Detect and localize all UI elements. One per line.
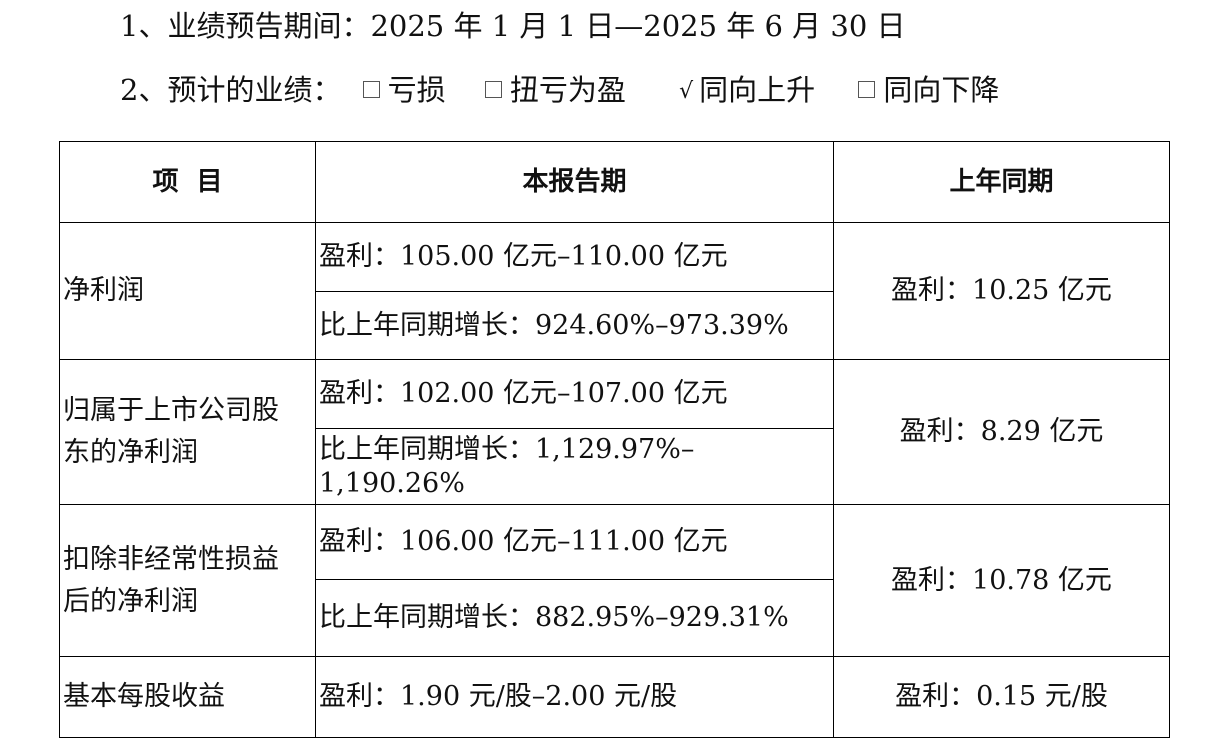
checkmark-icon: √ [679,79,694,104]
forecast-period-line: 1、业绩预告期间：2025 年 1 月 1 日—2025 年 6 月 30 日 [120,9,906,43]
option-label: 同向上升 [699,73,816,107]
table-row: 归属于上市公司股 东的净利润 盈利：102.00 亿元–107.00 亿元 盈利… [59,359,1170,505]
previous-period-cell: 盈利：10.25 亿元 [833,222,1170,360]
current-growth-cell: 比上年同期增长：924.60%–973.39% [315,291,834,360]
row-label-net-profit: 净利润 [59,222,316,360]
forecast-type-label: 2、预计的业绩： [120,73,342,107]
option-turnaround: 扭亏为盈 [484,70,626,110]
table-row: 比上年同期增长：1,129.97%–1,190.26% [60,428,1170,505]
table-row: 净利润 盈利：105.00 亿元–110.00 亿元 盈利：10.25 亿元 [59,222,1170,360]
table-row: 比上年同期增长：924.60%–973.39% [60,291,1170,360]
current-growth-cell: 比上年同期增长：1,129.97%–1,190.26% [315,428,834,505]
row-label-deducted-profit: 扣除非经常性损益 后的净利润 [59,504,316,657]
current-growth-cell: 比上年同期增长：882.95%–929.31% [315,579,834,657]
table-row: 扣除非经常性损益 后的净利润 盈利：106.00 亿元–111.00 亿元 盈利… [59,504,1170,657]
current-profit-cell: 盈利：106.00 亿元–111.00 亿元 [315,504,834,580]
option-loss: 亏损 [362,70,446,110]
option-label: 扭亏为盈 [509,73,626,107]
option-decrease: 同向下降 [858,70,999,110]
current-profit-cell: 盈利：105.00 亿元–110.00 亿元 [315,222,834,292]
previous-period-cell: 盈利：8.29 亿元 [833,359,1170,505]
checkbox-empty-icon [484,80,502,98]
row-label-line: 东的净利润 [63,437,198,468]
table-row: 比上年同期增长：882.95%–929.31% [60,579,1170,657]
option-label: 亏损 [387,73,446,107]
row-label-line: 后的净利润 [63,585,198,617]
header-current-period: 本报告期 [315,141,834,223]
previous-period-cell: 盈利：0.15 元/股 [833,656,1170,738]
checkbox-empty-icon [858,80,876,98]
header-previous-period: 上年同期 [833,141,1170,223]
table-row: 基本每股收益 盈利：1.90 元/股–2.00 元/股 盈利：0.15 元/股 [59,656,1170,738]
row-label-line: 扣除非经常性损益 [63,543,279,575]
header-item: 项 目 [59,141,316,223]
row-label-eps: 基本每股收益 [59,656,316,738]
earnings-forecast-table: 项 目 本报告期 上年同期 净利润 盈利：105.00 亿元–110.00 亿元… [59,141,1170,738]
row-label-line: 归属于上市公司股 [63,395,279,426]
option-label: 同向下降 [883,73,1000,107]
row-label-attributable-profit: 归属于上市公司股 东的净利润 [59,359,316,505]
current-profit-cell: 盈利：1.90 元/股–2.00 元/股 [315,656,834,738]
current-profit-cell: 盈利：102.00 亿元–107.00 亿元 [315,359,834,429]
forecast-type-line: 2、预计的业绩： 亏损 扭亏为盈 √ 同向上升 同向下降 [120,70,999,114]
previous-period-cell: 盈利：10.78 亿元 [833,504,1170,657]
option-increase: √ 同向上升 [679,70,815,114]
table-header-row: 项 目 本报告期 上年同期 [59,141,1170,223]
checkbox-empty-icon [362,80,380,98]
